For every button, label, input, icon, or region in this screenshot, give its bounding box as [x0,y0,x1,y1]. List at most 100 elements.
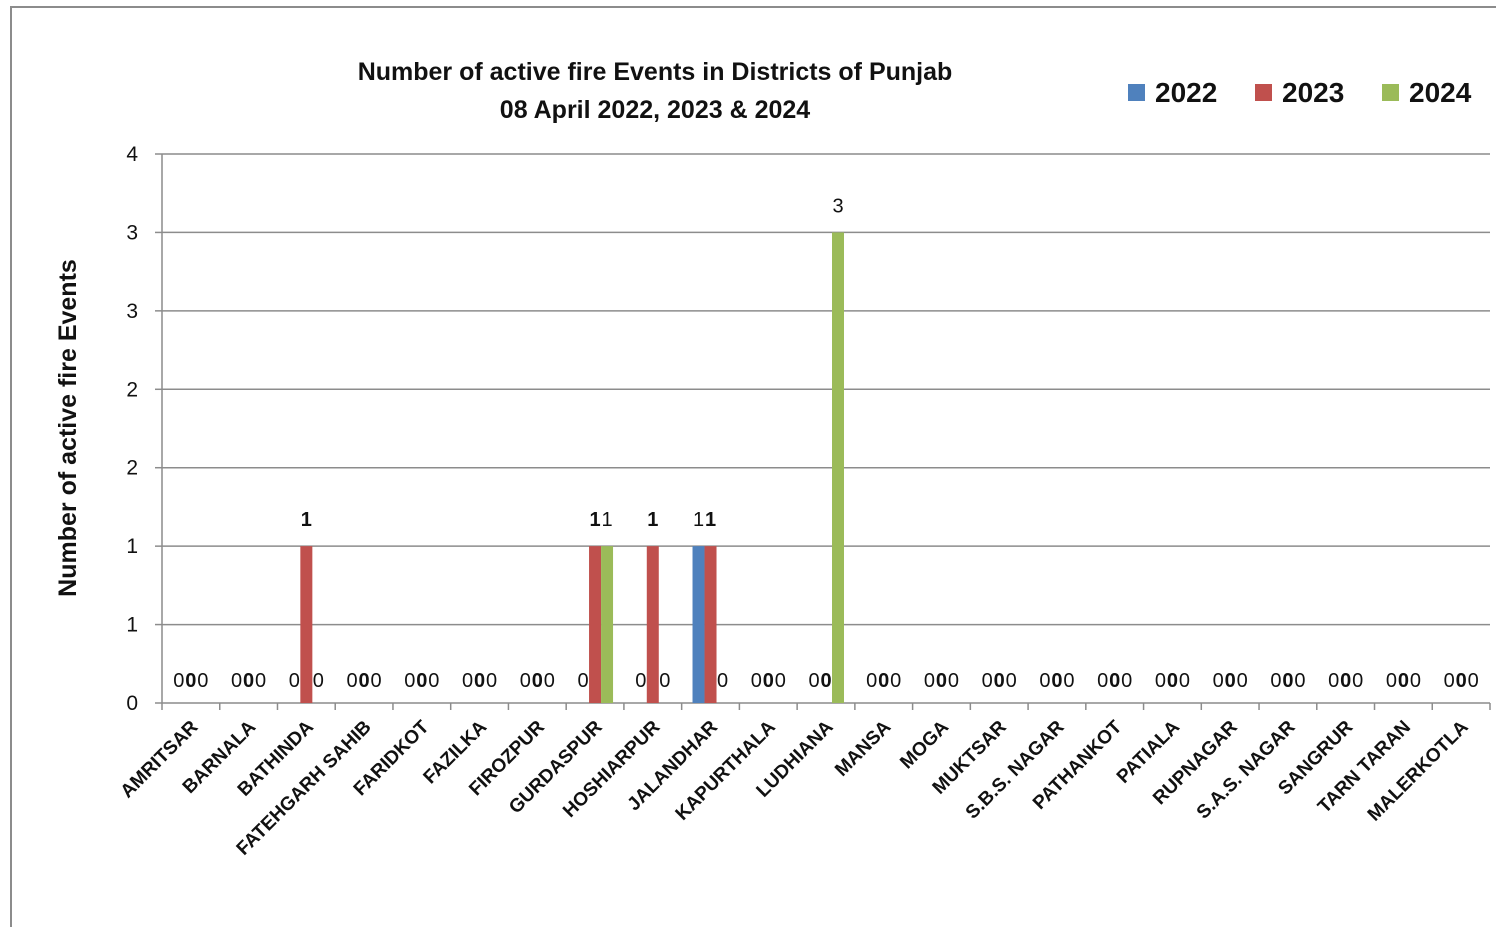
x-tick-label: MALERKOTLA [1364,716,1473,825]
y-tick-label: 3 [126,221,138,244]
data-label-2024: 1 [601,509,612,531]
data-label-2022: 1 [693,509,704,531]
data-label-2024: 0 [775,670,786,692]
data-label-2023: 0 [243,670,254,692]
data-label-2024: 3 [832,195,843,217]
data-label-2022: 0 [1155,670,1166,692]
bar-2022 [692,546,705,703]
y-tick-label: 4 [126,143,138,166]
data-label-2023: 0 [1225,670,1236,692]
data-label-2023: 0 [1456,670,1467,692]
data-label-2022: 0 [751,670,762,692]
bar-2023 [300,546,313,703]
data-label-2022: 0 [1444,670,1455,692]
data-label-2022: 0 [520,670,531,692]
data-label-2023: 0 [185,670,196,692]
data-label-2024: 0 [1121,670,1132,692]
data-label-2022: 0 [404,670,415,692]
data-label-2023: 0 [532,670,543,692]
data-label-2024: 0 [1179,670,1190,692]
data-label-2023: 0 [1282,670,1293,692]
y-tick-label: 3 [126,300,138,323]
data-label-2022: 0 [289,670,300,692]
data-label-2023: 0 [1109,670,1120,692]
bar-2024 [601,546,614,703]
data-label-2022: 0 [808,670,819,692]
data-label-2022: 0 [924,670,935,692]
y-axis-label: Number of active fire Events [54,259,82,597]
data-label-2022: 0 [866,670,877,692]
data-label-2023: 0 [936,670,947,692]
x-tick-label: MOGA [896,716,953,773]
data-label-2024: 0 [1237,670,1248,692]
chart-legend: 2022 2023 2024 [1128,77,1472,108]
data-label-2023: 0 [820,670,831,692]
bars [300,232,844,703]
data-label-2023: 0 [878,670,889,692]
bar-2023 [589,546,602,703]
data-label-2024: 0 [659,670,670,692]
data-label-2023: 0 [1167,670,1178,692]
data-label-2022: 0 [1386,670,1397,692]
data-label-2024: 0 [1468,670,1479,692]
data-label-2024: 0 [890,670,901,692]
data-label-2023: 0 [1051,670,1062,692]
x-tick-label: KAPURTHALA [672,716,780,824]
bar-2023 [704,546,717,703]
data-label-2022: 0 [462,670,473,692]
y-tick-label: 1 [126,614,138,637]
y-tick-label: 0 [126,692,138,715]
data-label-2023: 1 [301,509,312,531]
data-label-2022: 0 [1097,670,1108,692]
chart-frame [10,6,1496,927]
y-tick-label: 2 [126,457,138,480]
data-label-2023: 1 [589,509,600,531]
data-label-2024: 0 [1294,670,1305,692]
data-label-2022: 0 [231,670,242,692]
data-label-2024: 0 [948,670,959,692]
y-tick-label: 2 [126,378,138,401]
data-label-2022: 0 [1039,670,1050,692]
data-label-2023: 1 [705,509,716,531]
y-tick-label: 1 [126,535,138,558]
data-label-2024: 0 [255,670,266,692]
data-label-2022: 0 [982,670,993,692]
chart-title-line-2: 08 April 2022, 2023 & 2024 [500,96,810,124]
data-label-2024: 0 [428,670,439,692]
data-label-2023: 0 [474,670,485,692]
data-label-2024: 0 [717,670,728,692]
x-tick-label: S.B.S. NAGAR [962,716,1069,823]
legend-swatch-2022 [1128,84,1145,101]
data-label-2023: 0 [1398,670,1409,692]
data-label-2023: 0 [416,670,427,692]
data-label-2022: 0 [1213,670,1224,692]
bar-2023 [646,546,659,703]
data-label-2022: 0 [1328,670,1339,692]
x-tick-label: S.A.S. NAGAR [1193,716,1300,823]
legend-label-2022: 2022 [1155,77,1217,108]
bar-2024 [832,232,844,703]
data-label-2024: 0 [371,670,382,692]
data-label-2024: 0 [197,670,208,692]
legend-label-2023: 2023 [1282,77,1344,108]
data-label-2024: 0 [313,670,324,692]
data-label-2022: 0 [635,670,646,692]
data-label-2024: 0 [486,670,497,692]
data-label-2023: 0 [359,670,370,692]
data-label-2023: 0 [1340,670,1351,692]
data-label-2023: 0 [994,670,1005,692]
legend-label-2024: 2024 [1409,77,1472,108]
data-label-2022: 0 [173,670,184,692]
data-label-2024: 0 [1410,670,1421,692]
chart-title-line-1: Number of active fire Events in District… [358,58,953,86]
data-label-2024: 0 [544,670,555,692]
y-axis-label-group: Number of active fire Events [54,259,82,597]
y-tick-labels: 0 1 1 2 2 3 3 4 [126,143,138,715]
chart-title: Number of active fire Events in District… [358,58,953,124]
x-tick-label: MANSA [831,716,895,780]
data-label-2023: 0 [763,670,774,692]
data-label-2024: 0 [1352,670,1363,692]
